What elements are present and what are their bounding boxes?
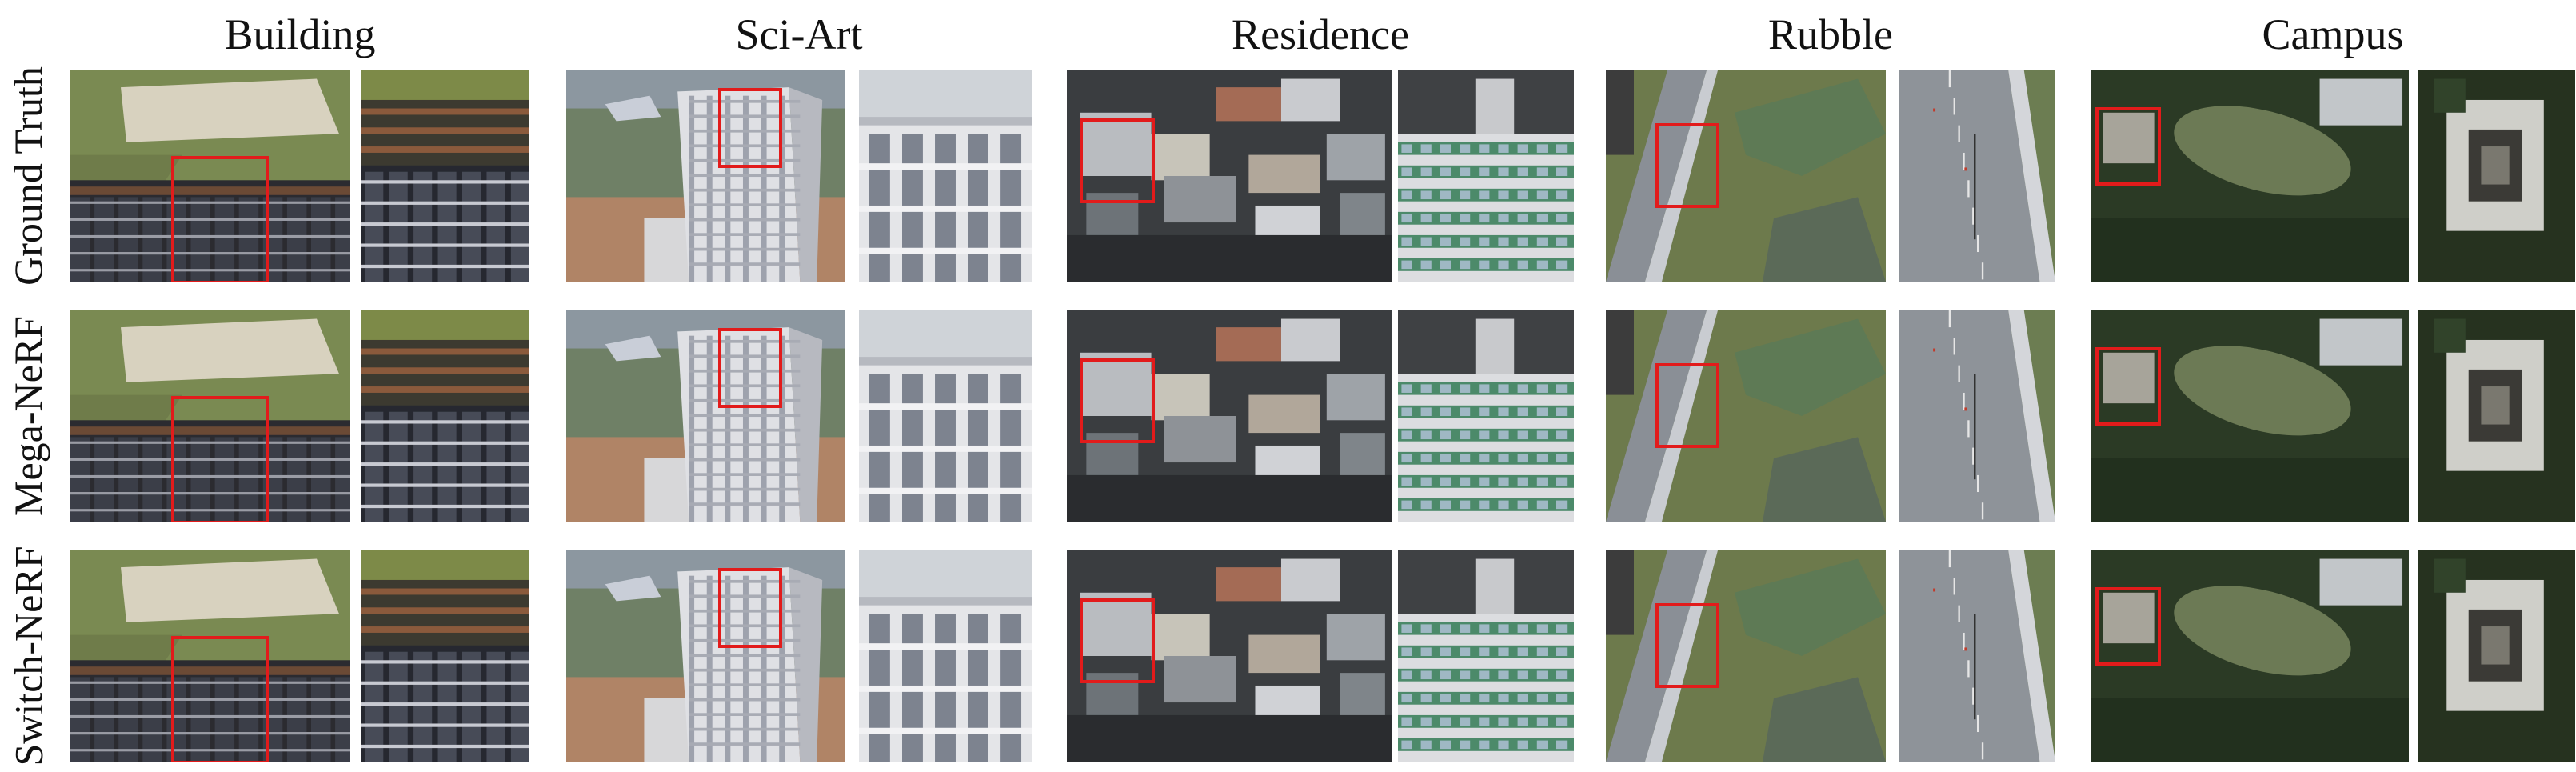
campus-crop-box-row2 xyxy=(2095,347,2161,426)
building-zoom-image-row2 xyxy=(361,310,529,522)
rubble-zoom-image-row3 xyxy=(1899,550,2055,762)
building-zoom-image-row3 xyxy=(361,550,529,762)
sciart-crop-box-row1 xyxy=(718,88,782,168)
column-title-campus: Campus xyxy=(2262,10,2404,58)
building-scene-image-row2 xyxy=(70,310,350,522)
row-label-switch-nerf: Switch-NeRF xyxy=(6,546,50,766)
sciart-scene-image-row1 xyxy=(566,70,845,282)
building-scene-image-row1 xyxy=(70,70,350,282)
campus-zoom-image-row2 xyxy=(2418,310,2575,522)
campus-zoom-image-row3 xyxy=(2418,550,2575,762)
residence-scene-image-row1 xyxy=(1067,70,1392,282)
residence-zoom-image-row2 xyxy=(1398,310,1574,522)
building-crop-box-row3 xyxy=(171,636,269,762)
residence-crop-box-row1 xyxy=(1080,118,1155,203)
sciart-crop-box-row2 xyxy=(718,328,782,408)
sciart-scene-image-row2 xyxy=(566,310,845,522)
campus-scene-image-row3 xyxy=(2091,550,2409,762)
residence-scene-image-row2 xyxy=(1067,310,1392,522)
campus-scene-image-row1 xyxy=(2091,70,2409,282)
row-label-mega-nerf: Mega-NeRF xyxy=(6,316,51,516)
residence-zoom-image-row3 xyxy=(1398,550,1574,762)
campus-scene-image-row2 xyxy=(2091,310,2409,522)
sciart-zoom-image-row3 xyxy=(859,550,1032,762)
sciart-zoom-image-row2 xyxy=(859,310,1032,522)
column-title-sciart: Sci-Art xyxy=(735,10,863,58)
building-crop-box-row1 xyxy=(171,156,269,282)
building-scene-image-row3 xyxy=(70,550,350,762)
building-zoom-image-row1 xyxy=(361,70,529,282)
sciart-zoom-image-row1 xyxy=(859,70,1032,282)
rubble-scene-image-row1 xyxy=(1606,70,1886,282)
column-title-residence: Residence xyxy=(1232,10,1409,58)
column-title-building: Building xyxy=(224,10,376,58)
campus-crop-box-row3 xyxy=(2095,587,2161,666)
rubble-crop-box-row2 xyxy=(1655,363,1719,448)
sciart-scene-image-row3 xyxy=(566,550,845,762)
residence-scene-image-row3 xyxy=(1067,550,1392,762)
column-title-rubble: Rubble xyxy=(1768,10,1893,58)
rubble-crop-box-row1 xyxy=(1655,123,1719,208)
rubble-zoom-image-row1 xyxy=(1899,70,2055,282)
rubble-crop-box-row3 xyxy=(1655,603,1719,688)
building-crop-box-row2 xyxy=(171,396,269,522)
campus-crop-box-row1 xyxy=(2095,107,2161,186)
residence-zoom-image-row1 xyxy=(1398,70,1574,282)
campus-zoom-image-row1 xyxy=(2418,70,2575,282)
residence-crop-box-row3 xyxy=(1080,598,1155,683)
rubble-zoom-image-row2 xyxy=(1899,310,2055,522)
row-label-ground-truth: Ground Truth xyxy=(6,66,50,286)
residence-crop-box-row2 xyxy=(1080,358,1155,443)
rubble-scene-image-row2 xyxy=(1606,310,1886,522)
rubble-scene-image-row3 xyxy=(1606,550,1886,762)
sciart-crop-box-row3 xyxy=(718,568,782,648)
